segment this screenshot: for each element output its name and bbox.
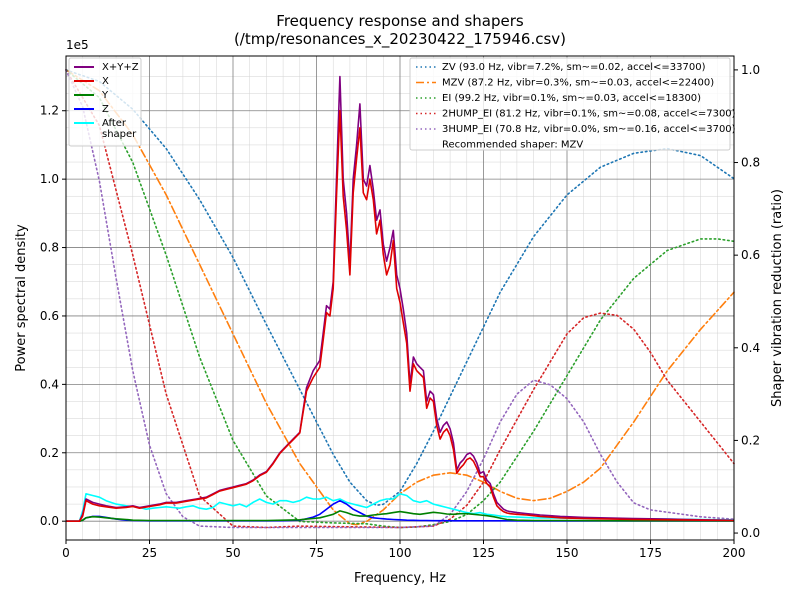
legend-shaper-label: 2HUMP_EI (81.2 Hz, vibr=0.1%, sm~=0.08, …	[442, 109, 736, 120]
shaper-series-line	[65, 69, 735, 529]
y-tick-label: 0.6	[40, 309, 59, 323]
y2-axis-ticks: 0.0 0.2 0.4 0.6 0.8 1.0	[734, 63, 760, 540]
psd-series-line	[66, 109, 735, 523]
y-tick-label: 0.4	[40, 377, 59, 391]
y-offset-label: 1e5	[66, 38, 89, 52]
x-tick-label: 200	[723, 546, 746, 560]
legend-shaper-label: MZV (87.2 Hz, vibr=0.3%, sm~=0.03, accel…	[442, 78, 714, 89]
legend-shaper-label: 3HUMP_EI (70.8 Hz, vibr=0.0%, sm~=0.16, …	[442, 124, 736, 135]
x-tick-label: 0	[62, 546, 70, 560]
legend-shaper-label: ZV (93.0 Hz, vibr=7.2%, sm~=0.02, accel<…	[442, 62, 706, 73]
legend-psd-label: X+Y+Z	[102, 62, 139, 73]
chart-title: Frequency response and shapers	[276, 12, 524, 30]
y-tick-label: 1.0	[40, 172, 59, 186]
x-tick-label: 50	[225, 546, 240, 560]
y2-tick-label: 0.8	[741, 156, 760, 170]
legend-recommended-label: Recommended shaper: MZV	[442, 140, 583, 151]
legend-psd-label: X	[102, 76, 109, 87]
legend-psd-label: Y	[101, 90, 109, 101]
psd-lines	[66, 75, 735, 523]
y-tick-label: 1.2	[40, 104, 59, 118]
x-axis-ticks: 0 25 50 75 100 125 150 175 200	[62, 540, 745, 560]
y2-axis-title: Shaper vibration reduction (ratio)	[770, 189, 785, 407]
legend-psd-label: Z	[102, 104, 109, 115]
x-tick-label: 75	[309, 546, 324, 560]
psd-series-line	[66, 510, 735, 523]
shaper-series-line	[65, 69, 735, 507]
y2-tick-label: 0.6	[741, 248, 760, 262]
shaper-series-line	[65, 69, 735, 526]
x-tick-label: 25	[142, 546, 157, 560]
y-axis-title: Power spectral density	[14, 224, 29, 372]
x-axis-title: Frequency, Hz	[354, 571, 446, 586]
x-tick-label: 150	[556, 546, 579, 560]
y2-tick-label: 0.0	[741, 526, 760, 540]
chart-subtitle: (/tmp/resonances_x_20230422_175946.csv)	[234, 30, 566, 49]
psd-series-line	[66, 492, 735, 523]
x-tick-label: 125	[472, 546, 495, 560]
y2-tick-label: 0.2	[741, 433, 760, 447]
legend-shapers-box	[409, 57, 731, 151]
x-tick-label: 100	[389, 546, 412, 560]
x-tick-label: 175	[639, 546, 662, 560]
legend-shaper-label: EI (99.2 Hz, vibr=0.1%, sm~=0.03, accel<…	[442, 93, 701, 104]
y-tick-label: 0.8	[40, 241, 59, 255]
y2-tick-label: 0.4	[741, 341, 760, 355]
y-axis-ticks: 0.0 0.2 0.4 0.6 0.8 1.0 1.2	[40, 104, 66, 528]
y-tick-label: 0.2	[40, 446, 59, 460]
legend-shapers: ZV (93.0 Hz, vibr=7.2%, sm~=0.02, accel<…	[409, 57, 736, 151]
y2-tick-label: 1.0	[741, 63, 760, 77]
legend-psd-label: After shaper	[102, 118, 137, 140]
legend-psd: X+Y+Z XYZ After shaper	[68, 57, 142, 147]
y-tick-label: 0.0	[40, 514, 59, 528]
